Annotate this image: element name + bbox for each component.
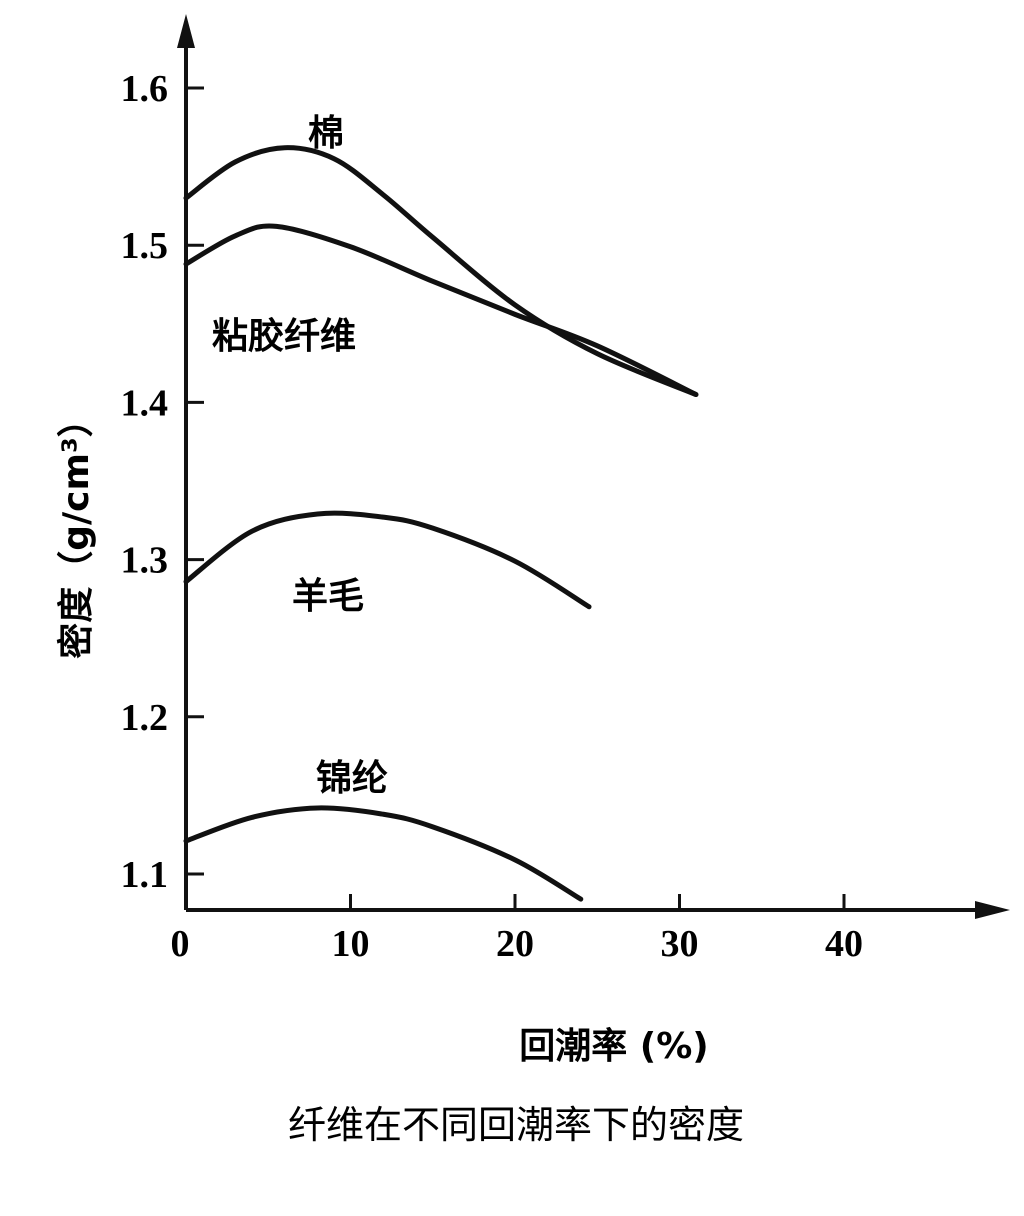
x-axis-arrow [975, 901, 1010, 919]
x-tick-label: 0 [171, 923, 190, 965]
series-line-0 [183, 145, 699, 398]
series-label-cotton: 棉 [308, 113, 344, 154]
y-tick-label: 1.4 [121, 382, 169, 424]
y-axis-arrow [177, 14, 195, 48]
series-label-viscose: 粘胶纤维 [212, 316, 356, 357]
y-tick-label: 1.5 [121, 225, 169, 267]
y-tick-label: 1.2 [121, 697, 169, 739]
y-tick-label: 1.3 [121, 540, 169, 582]
series-label-wool: 羊毛 [292, 576, 364, 617]
series-label-nylon: 锦纶 [316, 758, 388, 799]
series-line-3 [183, 805, 584, 902]
x-axis-label: 回潮率 (%) [519, 1026, 709, 1067]
x-tick-label: 20 [496, 923, 534, 965]
chart-caption: 纤维在不同回潮率下的密度 [288, 1103, 744, 1147]
x-tick-label: 30 [661, 923, 699, 965]
series-line-2 [183, 510, 592, 610]
series-line-1 [183, 223, 699, 398]
curves [183, 145, 699, 902]
x-tick-label: 40 [825, 923, 863, 965]
x-tick-label: 10 [332, 923, 370, 965]
y-tick-label: 1.6 [121, 68, 169, 110]
axes: 1.1 1.2 1.3 1.4 1.5 1.6 0 10 20 30 40 [121, 14, 1010, 965]
y-axis-label: 密度（g/cm³） [55, 401, 97, 659]
y-tick-label: 1.1 [121, 854, 169, 896]
